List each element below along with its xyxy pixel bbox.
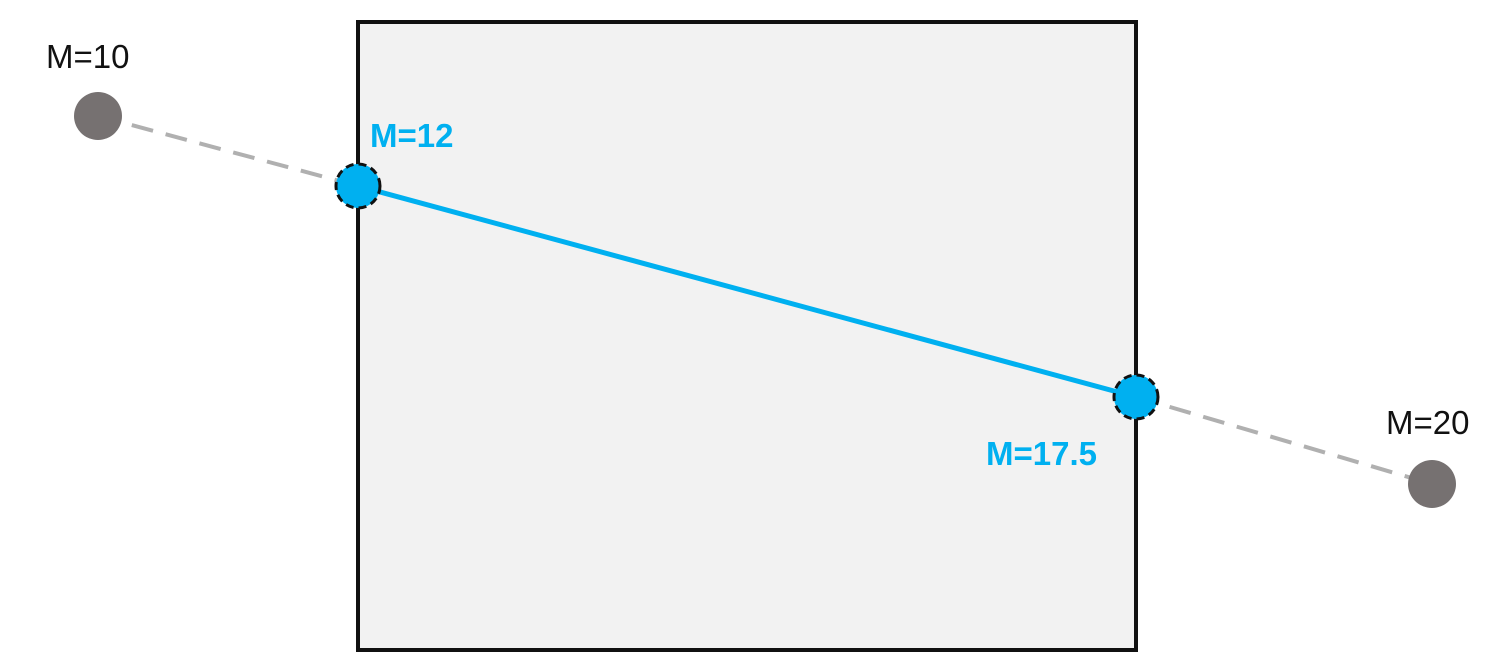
- clipped-segment: [357, 183, 1137, 400]
- outer-point-end-label: M=20: [1386, 404, 1469, 441]
- dashed-extension-right: [1135, 395, 1433, 486]
- intersection-point-right: [1112, 373, 1160, 421]
- outer-point-start-label: M=10: [46, 38, 129, 75]
- outer-point-start: [74, 92, 122, 140]
- dashed-extension-left: [97, 114, 359, 188]
- intersection-point-left-label: M=12: [370, 117, 453, 154]
- intersection-point-right-label: M=17.5: [986, 435, 1097, 472]
- outer-point-end: [1408, 460, 1456, 508]
- intersection-point-left: [334, 162, 382, 210]
- clipping-box: [356, 20, 1138, 652]
